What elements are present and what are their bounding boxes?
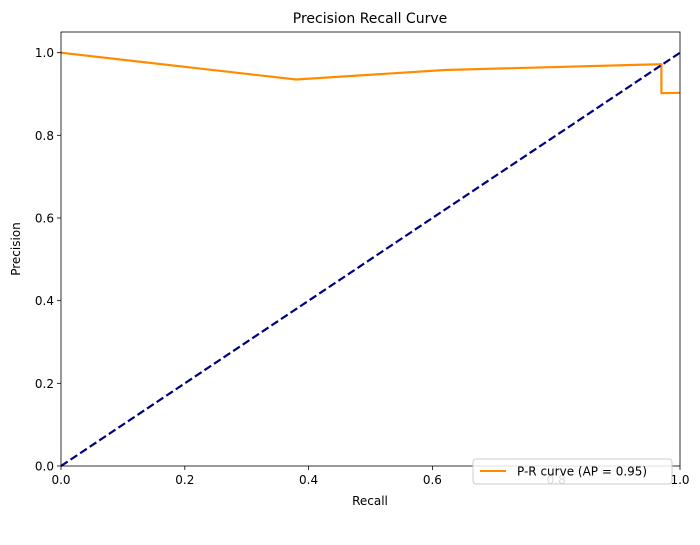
y-tick-label: 0.2 [35, 377, 54, 391]
x-tick-label: 0.0 [51, 473, 70, 487]
y-tick-label: 0.8 [35, 129, 54, 143]
x-tick-label: 1.0 [670, 473, 689, 487]
legend-entry: P-R curve (AP = 0.95) [517, 465, 647, 479]
x-tick-label: 0.6 [423, 473, 442, 487]
plot-frame [60, 31, 681, 467]
plot-lines [60, 51, 681, 467]
legend: P-R curve (AP = 0.95) [472, 458, 673, 485]
legend-box [472, 458, 673, 485]
y-tick-label: 0.4 [35, 294, 54, 308]
x-axis-label: Recall [352, 494, 388, 508]
y-tick-label: 0.0 [35, 460, 54, 474]
chart-title: Precision Recall Curve [293, 11, 447, 27]
y-tick-label: 1.0 [35, 46, 54, 60]
y-axis-ticks: 0.0 0.2 0.4 0.6 0.8 1.0 [35, 46, 61, 474]
y-tick-label: 0.6 [35, 212, 54, 226]
x-tick-label: 0.4 [299, 473, 318, 487]
x-tick-label: 0.2 [175, 473, 194, 487]
pr-curve-line [60, 51, 681, 95]
baseline-diagonal-line [60, 51, 681, 467]
y-axis-label: Precision [9, 222, 23, 276]
